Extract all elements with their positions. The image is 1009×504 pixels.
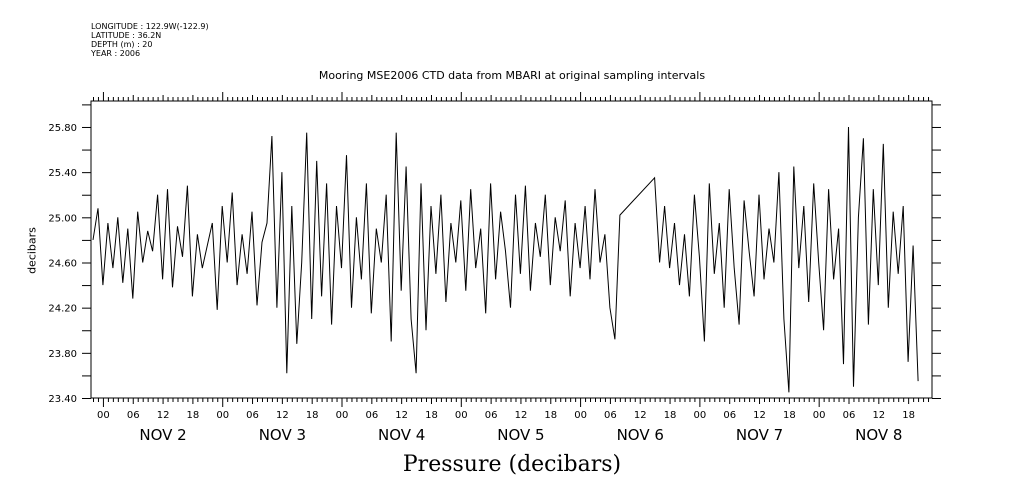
x-tick-label: 06 xyxy=(127,410,140,421)
y-tick-label: 25.80 xyxy=(48,123,77,134)
x-tick-label: 00 xyxy=(97,410,110,421)
y-tick-label: 24.60 xyxy=(48,258,77,269)
x-tick-label: 18 xyxy=(783,410,796,421)
x-tick-label: 12 xyxy=(753,410,766,421)
x-day-label: NOV 7 xyxy=(736,426,783,444)
x-day-label: NOV 8 xyxy=(855,426,902,444)
x-tick-label: 00 xyxy=(813,410,826,421)
x-tick-label: 06 xyxy=(843,410,856,421)
x-tick-label: 18 xyxy=(306,410,319,421)
y-tick-label: 25.00 xyxy=(48,213,77,224)
x-tick-label: 12 xyxy=(157,410,170,421)
data-series-line xyxy=(92,126,919,393)
x-tick-label: 18 xyxy=(425,410,438,421)
x-day-label: NOV 5 xyxy=(497,426,544,444)
x-tick-label: 00 xyxy=(694,410,707,421)
longitude-label: LONGITUDE : 122.9W(-122.9) xyxy=(91,22,209,31)
x-tick-label: 06 xyxy=(246,410,259,421)
y-tick-label: 25.40 xyxy=(48,168,77,179)
x-day-label: NOV 2 xyxy=(139,426,186,444)
x-tick-label: 00 xyxy=(216,410,229,421)
metadata-block: LONGITUDE : 122.9W(-122.9) LATITUDE : 36… xyxy=(91,22,209,58)
y-tick-label: 23.40 xyxy=(48,394,77,405)
x-tick-label: 18 xyxy=(902,410,915,421)
x-day-label: NOV 4 xyxy=(378,426,425,444)
x-tick-label: 06 xyxy=(485,410,498,421)
y-tick-label: 24.20 xyxy=(48,304,77,315)
x-tick-label: 00 xyxy=(336,410,349,421)
depth-label: DEPTH (m) : 20 xyxy=(91,40,153,49)
x-tick-label: 18 xyxy=(187,410,200,421)
x-tick-label: 00 xyxy=(574,410,587,421)
x-day-label: NOV 3 xyxy=(259,426,306,444)
latitude-label: LATITUDE : 36.2N xyxy=(91,31,162,40)
x-tick-label: 18 xyxy=(544,410,557,421)
x-tick-label: 06 xyxy=(723,410,736,421)
x-tick-label: 12 xyxy=(872,410,885,421)
x-tick-label: 12 xyxy=(276,410,289,421)
x-day-label: NOV 6 xyxy=(617,426,664,444)
x-tick-label: 12 xyxy=(515,410,528,421)
year-label: YEAR : 2006 xyxy=(91,49,141,58)
x-tick-label: 06 xyxy=(365,410,378,421)
chart-title: Mooring MSE2006 CTD data from MBARI at o… xyxy=(318,69,706,82)
x-tick-label: 12 xyxy=(395,410,408,421)
x-tick-label: 06 xyxy=(604,410,617,421)
y-tick-label: 23.80 xyxy=(48,349,77,360)
x-tick-label: 00 xyxy=(455,410,468,421)
x-axis-label: Pressure (decibars) xyxy=(402,452,622,477)
x-tick-label: 12 xyxy=(634,410,647,421)
x-tick-label: 18 xyxy=(664,410,677,421)
